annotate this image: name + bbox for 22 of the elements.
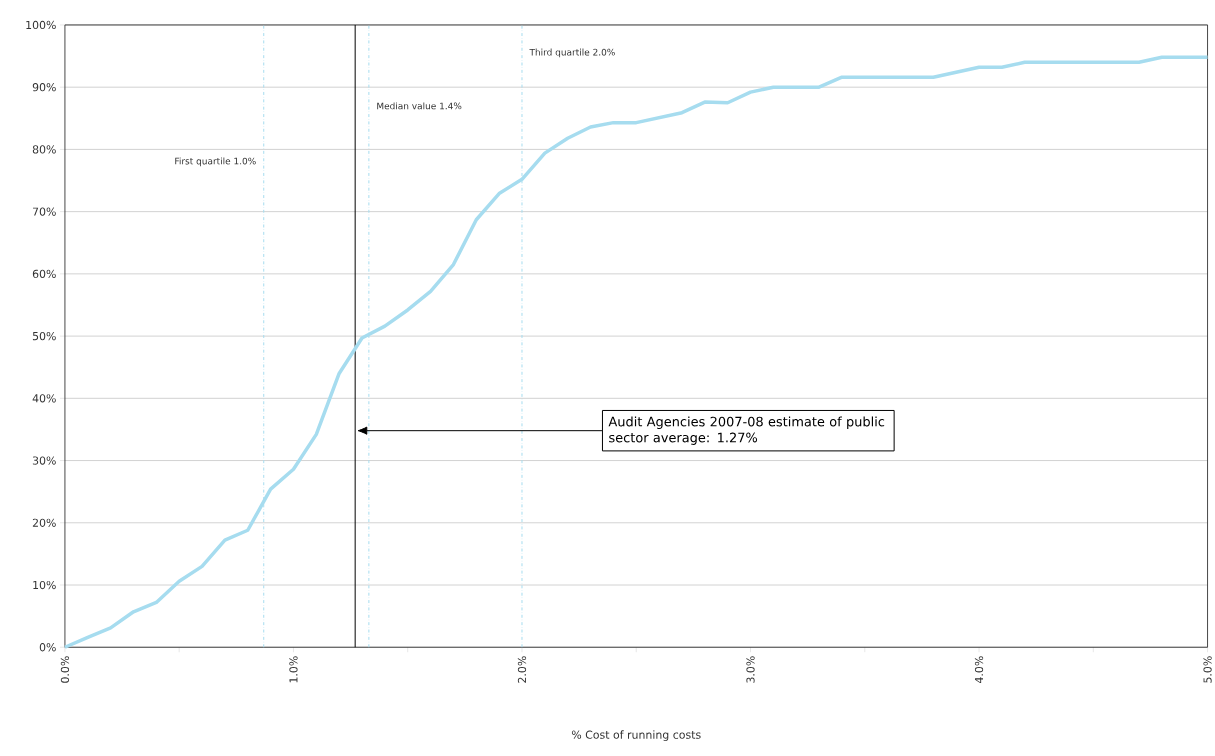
x-tick-label: 4.0% — [974, 656, 984, 683]
y-tick-label: 40% — [32, 394, 56, 403]
y-tick-label: 30% — [32, 456, 56, 465]
y-tick-label: 80% — [32, 145, 56, 154]
y-tick-label: 70% — [33, 207, 56, 216]
y-tick-label: 50% — [32, 331, 56, 341]
x-tick-label: 2.0% — [517, 656, 527, 683]
ref-line-label: Audit Agencies 2007-08 estimate of public sector average: 1.27% — [608, 416, 885, 445]
x-tick-label: 0.0% — [60, 656, 70, 683]
ref-line-label: Median value 1.4% — [377, 102, 462, 110]
y-tick-label: 90% — [32, 83, 56, 92]
x-tick-label: 1.0% — [289, 656, 298, 683]
y-tick-label: 20% — [32, 518, 56, 527]
x-tick-label: 5.0% — [1203, 656, 1212, 683]
ref-line-label: Third quartile 2.0% — [529, 48, 615, 58]
y-tick-label: 100% — [26, 20, 56, 30]
y-tick-label: 10% — [33, 580, 56, 590]
x-tick-label: 3.0% — [746, 656, 755, 683]
x-axis-title: % Cost of running costs — [571, 730, 701, 741]
y-tick-label: 60% — [32, 269, 56, 278]
y-tick-label: 0% — [39, 643, 56, 652]
ref-line-label: First quartile 1.0% — [175, 157, 256, 167]
